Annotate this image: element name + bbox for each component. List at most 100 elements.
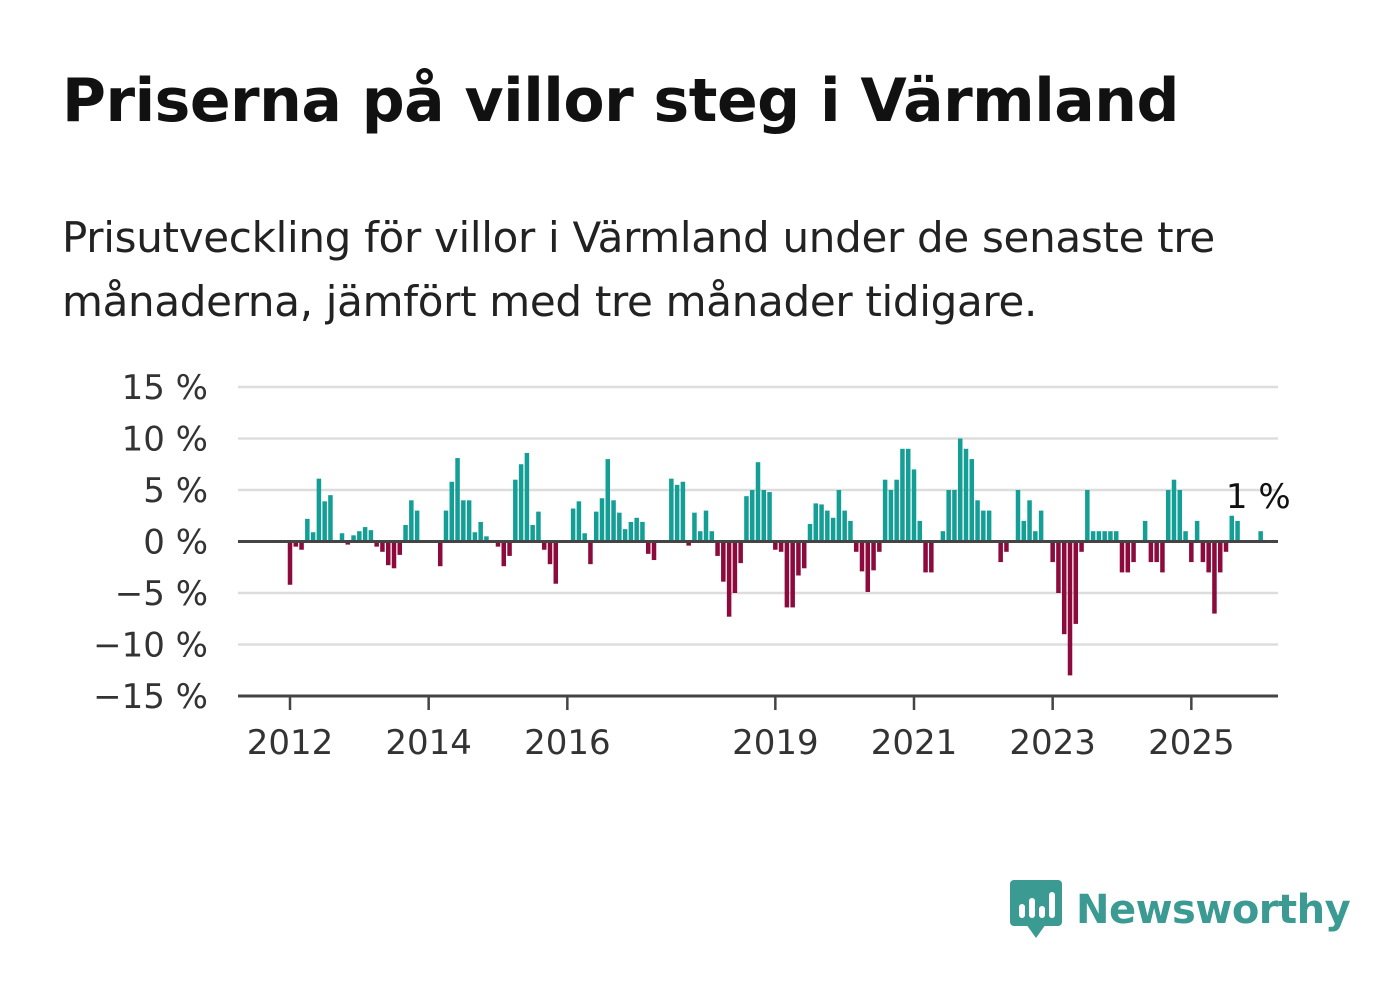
bar-positive (767, 492, 772, 542)
bar-negative (715, 541, 720, 556)
bar-negative (1119, 541, 1125, 573)
bar-positive (917, 520, 923, 542)
bar-negative (651, 541, 657, 561)
bar-positive (449, 481, 455, 542)
bar-positive (368, 530, 374, 542)
bar-positive (1038, 510, 1044, 542)
bar-positive (1027, 500, 1032, 542)
last-value-label: 1 % (1226, 477, 1291, 517)
bar-negative (374, 541, 379, 547)
x-tick-label: 2025 (1148, 723, 1235, 763)
bar-negative (877, 541, 882, 552)
x-tick-label: 2012 (247, 723, 334, 763)
bar-positive (692, 512, 697, 542)
bar-negative (380, 541, 385, 552)
bar-positive (582, 533, 587, 542)
x-tick-label: 2016 (524, 723, 611, 763)
newsworthy-logo-icon (1010, 880, 1062, 938)
bar-positive (513, 479, 518, 542)
bar-positive (622, 529, 628, 542)
bar-positive (478, 521, 483, 542)
bar-positive (1021, 520, 1027, 542)
bar-positive (900, 448, 905, 542)
bar-positive (905, 448, 911, 542)
bar-positive (813, 503, 819, 542)
bar-negative (345, 541, 351, 545)
axes (238, 540, 1278, 710)
bar-negative (1189, 541, 1194, 563)
bar-positive (351, 535, 356, 542)
x-tick-label: 2019 (732, 723, 819, 763)
bar-positive (830, 517, 836, 542)
page-subtitle: Prisutveckling för villor i Värmland und… (62, 213, 1215, 326)
bar-positive (697, 531, 703, 542)
bar-positive (362, 527, 368, 542)
bar-negative (1217, 541, 1223, 573)
bar-positive (1090, 531, 1096, 542)
bar-positive (674, 484, 680, 542)
bar-positive (703, 510, 709, 542)
bar-positive (576, 501, 582, 542)
bar-positive (536, 511, 541, 542)
y-tick-label: −10 % (93, 626, 208, 666)
bar-positive (1033, 531, 1038, 542)
bar-negative (1131, 541, 1136, 563)
bar-positive (680, 481, 686, 542)
bar-positive (628, 521, 634, 542)
bar-positive (328, 495, 333, 542)
bar-negative (998, 541, 1003, 563)
bar-positive (570, 508, 576, 542)
bar-negative (796, 541, 801, 576)
bar-positive (1142, 520, 1148, 542)
bar-positive (669, 478, 674, 542)
bar-positive (305, 518, 310, 542)
bar-positive (755, 462, 761, 542)
bar-positive (981, 510, 986, 542)
bar-positive (466, 500, 472, 542)
bar-negative (645, 541, 651, 554)
bar-negative (732, 541, 738, 593)
bar-positive (888, 490, 894, 542)
bar-negative (726, 541, 732, 617)
bar-positive (1108, 531, 1113, 542)
bar-negative (1160, 541, 1165, 573)
y-tick-label: 0 % (143, 523, 208, 563)
bar-positive (414, 510, 420, 542)
brand-name: Newsworthy (1076, 887, 1351, 933)
bar-negative (778, 541, 784, 552)
bar-negative (1125, 541, 1131, 573)
bar-negative (1200, 541, 1206, 563)
bar-positive (819, 504, 824, 542)
bar-positive (1177, 490, 1183, 542)
bar-positive (986, 510, 992, 542)
bar-positive (848, 520, 853, 542)
bar-positive (894, 479, 899, 542)
bar-positive (963, 448, 969, 542)
bar-negative (501, 541, 507, 567)
bar-positive (484, 536, 489, 542)
bar-negative (397, 541, 403, 555)
bar-negative (553, 541, 559, 584)
bar-positive (761, 490, 767, 542)
bar-negative (1061, 541, 1067, 635)
bar-negative (871, 541, 876, 571)
bar-positive (310, 532, 316, 542)
bar-positive (322, 501, 327, 542)
bar-negative (686, 541, 691, 546)
bar-negative (1073, 541, 1079, 624)
bar-negative (1050, 541, 1055, 563)
y-tick-label: −15 % (93, 677, 208, 717)
bar-positive (524, 452, 530, 542)
page-title: Priserna på villor steg i Värmland (62, 66, 1179, 136)
y-tick-label: −5 % (115, 574, 208, 614)
bar-positive (1235, 520, 1240, 542)
bar-positive (1229, 515, 1235, 542)
bar-positive (611, 500, 616, 542)
bar-negative (859, 541, 865, 572)
bar-positive (605, 459, 611, 542)
bar-negative (541, 541, 547, 550)
bar-positive (749, 490, 755, 542)
bar-negative (287, 541, 293, 585)
bar-negative (1056, 541, 1061, 593)
